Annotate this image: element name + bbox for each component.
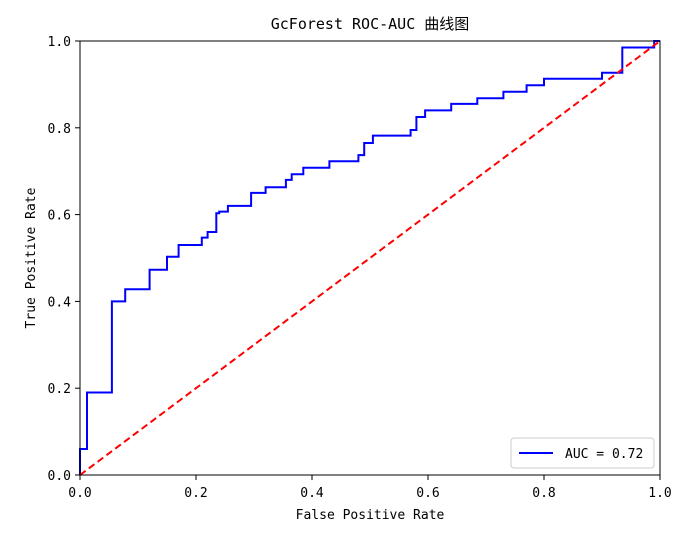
y-tick-label: 0.4 xyxy=(48,295,72,310)
roc-curve-line xyxy=(79,40,660,475)
y-tick-label: 0.8 xyxy=(48,122,71,137)
y-tick-label: 0.0 xyxy=(48,469,71,484)
legend-box xyxy=(510,437,655,469)
x-tick-label: 1.0 xyxy=(648,486,671,501)
x-tick-label: 0.8 xyxy=(532,486,555,501)
legend-entry-auc: AUC = 0.72 xyxy=(565,447,643,462)
y-tick-label: 0.2 xyxy=(48,382,71,397)
x-axis-label: False Positive Rate xyxy=(296,508,445,523)
series-layer xyxy=(79,40,661,476)
y-axis-label: True Positive Rate xyxy=(24,187,39,328)
x-tick-label: 0.6 xyxy=(416,486,439,501)
y-tick-label: 0.6 xyxy=(48,209,71,224)
plot-frame xyxy=(79,40,661,476)
chart-title: GcForest ROC-AUC 曲线图 xyxy=(271,15,470,33)
x-tick-label: 0.2 xyxy=(184,486,207,501)
x-tick-label: 0.0 xyxy=(68,486,91,501)
legend: AUC = 0.72 xyxy=(510,437,655,469)
y-tick-label: 1.0 xyxy=(48,35,71,50)
x-tick-label: 0.4 xyxy=(300,486,324,501)
tick-layer: 0.0 0.2 0.4 0.6 0.8 1.0 0.0 0.2 0.4 0.6 0.8 1.0 xyxy=(48,35,672,501)
